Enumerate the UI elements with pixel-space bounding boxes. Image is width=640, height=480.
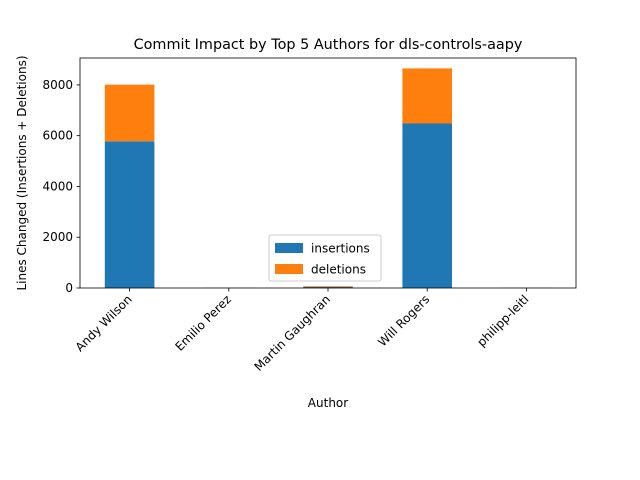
legend-swatch-deletions	[275, 264, 303, 274]
x-tick-label: Andy Wilson	[73, 292, 135, 354]
y-tick-label: 8000	[42, 78, 73, 92]
legend-label-deletions: deletions	[311, 263, 366, 277]
y-axis-label: Lines Changed (Insertions + Deletions)	[15, 55, 29, 290]
x-axis-label: Author	[308, 396, 348, 410]
bar-deletions-andy-wilson	[104, 84, 155, 142]
y-tick-label: 0	[65, 281, 73, 295]
bar-insertions-will-rogers	[402, 123, 452, 288]
x-tick-label: Will Rogers	[375, 292, 432, 349]
legend: insertions deletions	[268, 234, 382, 282]
bar-insertions-martin-gaughran	[303, 286, 353, 288]
x-tick-label: Emilio Perez	[172, 292, 234, 354]
y-axis: 0 2000 4000 6000 8000	[42, 78, 80, 295]
x-axis: Andy Wilson Emilio Perez Martin Gaughran Wi…	[73, 288, 532, 374]
y-tick-label: 2000	[42, 230, 73, 244]
x-tick-label: Martin Gaughran	[251, 292, 333, 374]
bar-deletions-martin-gaughran	[303, 286, 353, 287]
y-tick-label: 4000	[42, 179, 73, 193]
y-tick-label: 6000	[42, 129, 73, 143]
chart-title: Commit Impact by Top 5 Authors for dls-c…	[134, 37, 523, 53]
bar-insertions-andy-wilson	[104, 141, 155, 288]
legend-swatch-insertions	[275, 243, 303, 253]
legend-label-insertions: insertions	[311, 242, 370, 256]
bars-layer	[104, 68, 552, 288]
bar-deletions-will-rogers	[402, 68, 452, 124]
x-tick-label: philipp-leitl	[474, 292, 531, 349]
